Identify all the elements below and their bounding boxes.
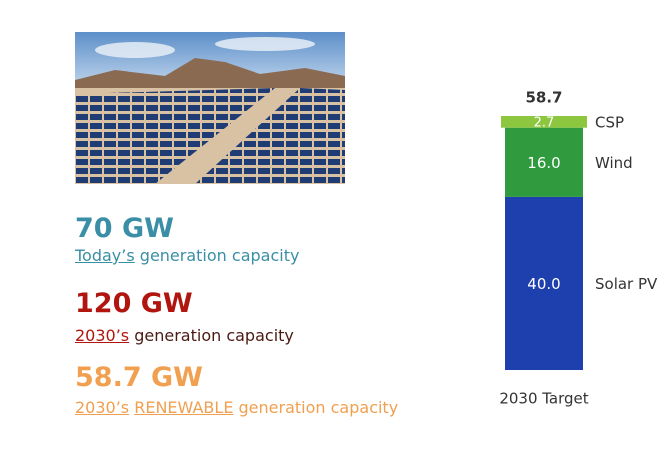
series-label: CSP (595, 113, 624, 131)
stat-caption: 2030’s generation capacity (75, 326, 294, 345)
caption-part: 2030’s (75, 398, 130, 417)
caption-part: Today’s (75, 246, 135, 265)
segment-label: 40.0 (527, 275, 560, 293)
segment-label: 16.0 (527, 154, 560, 172)
bar-segment (505, 196, 583, 370)
caption-part: generation capacity (134, 246, 300, 265)
stat-value: 58.7 GW (75, 362, 203, 393)
stat-caption: 2030’s RENEWABLE generation capacity (75, 398, 398, 417)
series-label: Wind (595, 154, 633, 172)
solar-photo (75, 32, 345, 184)
series-label: Solar PV (595, 275, 658, 293)
stat-caption: Today’s generation capacity (75, 246, 299, 265)
caption-part: generation capacity (129, 326, 294, 345)
bar-segment (501, 116, 587, 128)
stat-value: 70 GW (75, 213, 174, 244)
category-label: 2030 Target (499, 390, 588, 408)
caption-part: 2030’s (75, 326, 130, 345)
stat-value: 120 GW (75, 288, 193, 319)
caption-part: RENEWABLE (134, 398, 234, 417)
caption-part: generation capacity (233, 398, 399, 417)
bar-segment (505, 127, 583, 197)
segment-label: 2.7 (534, 115, 555, 130)
total-label: 58.7 (525, 89, 562, 107)
